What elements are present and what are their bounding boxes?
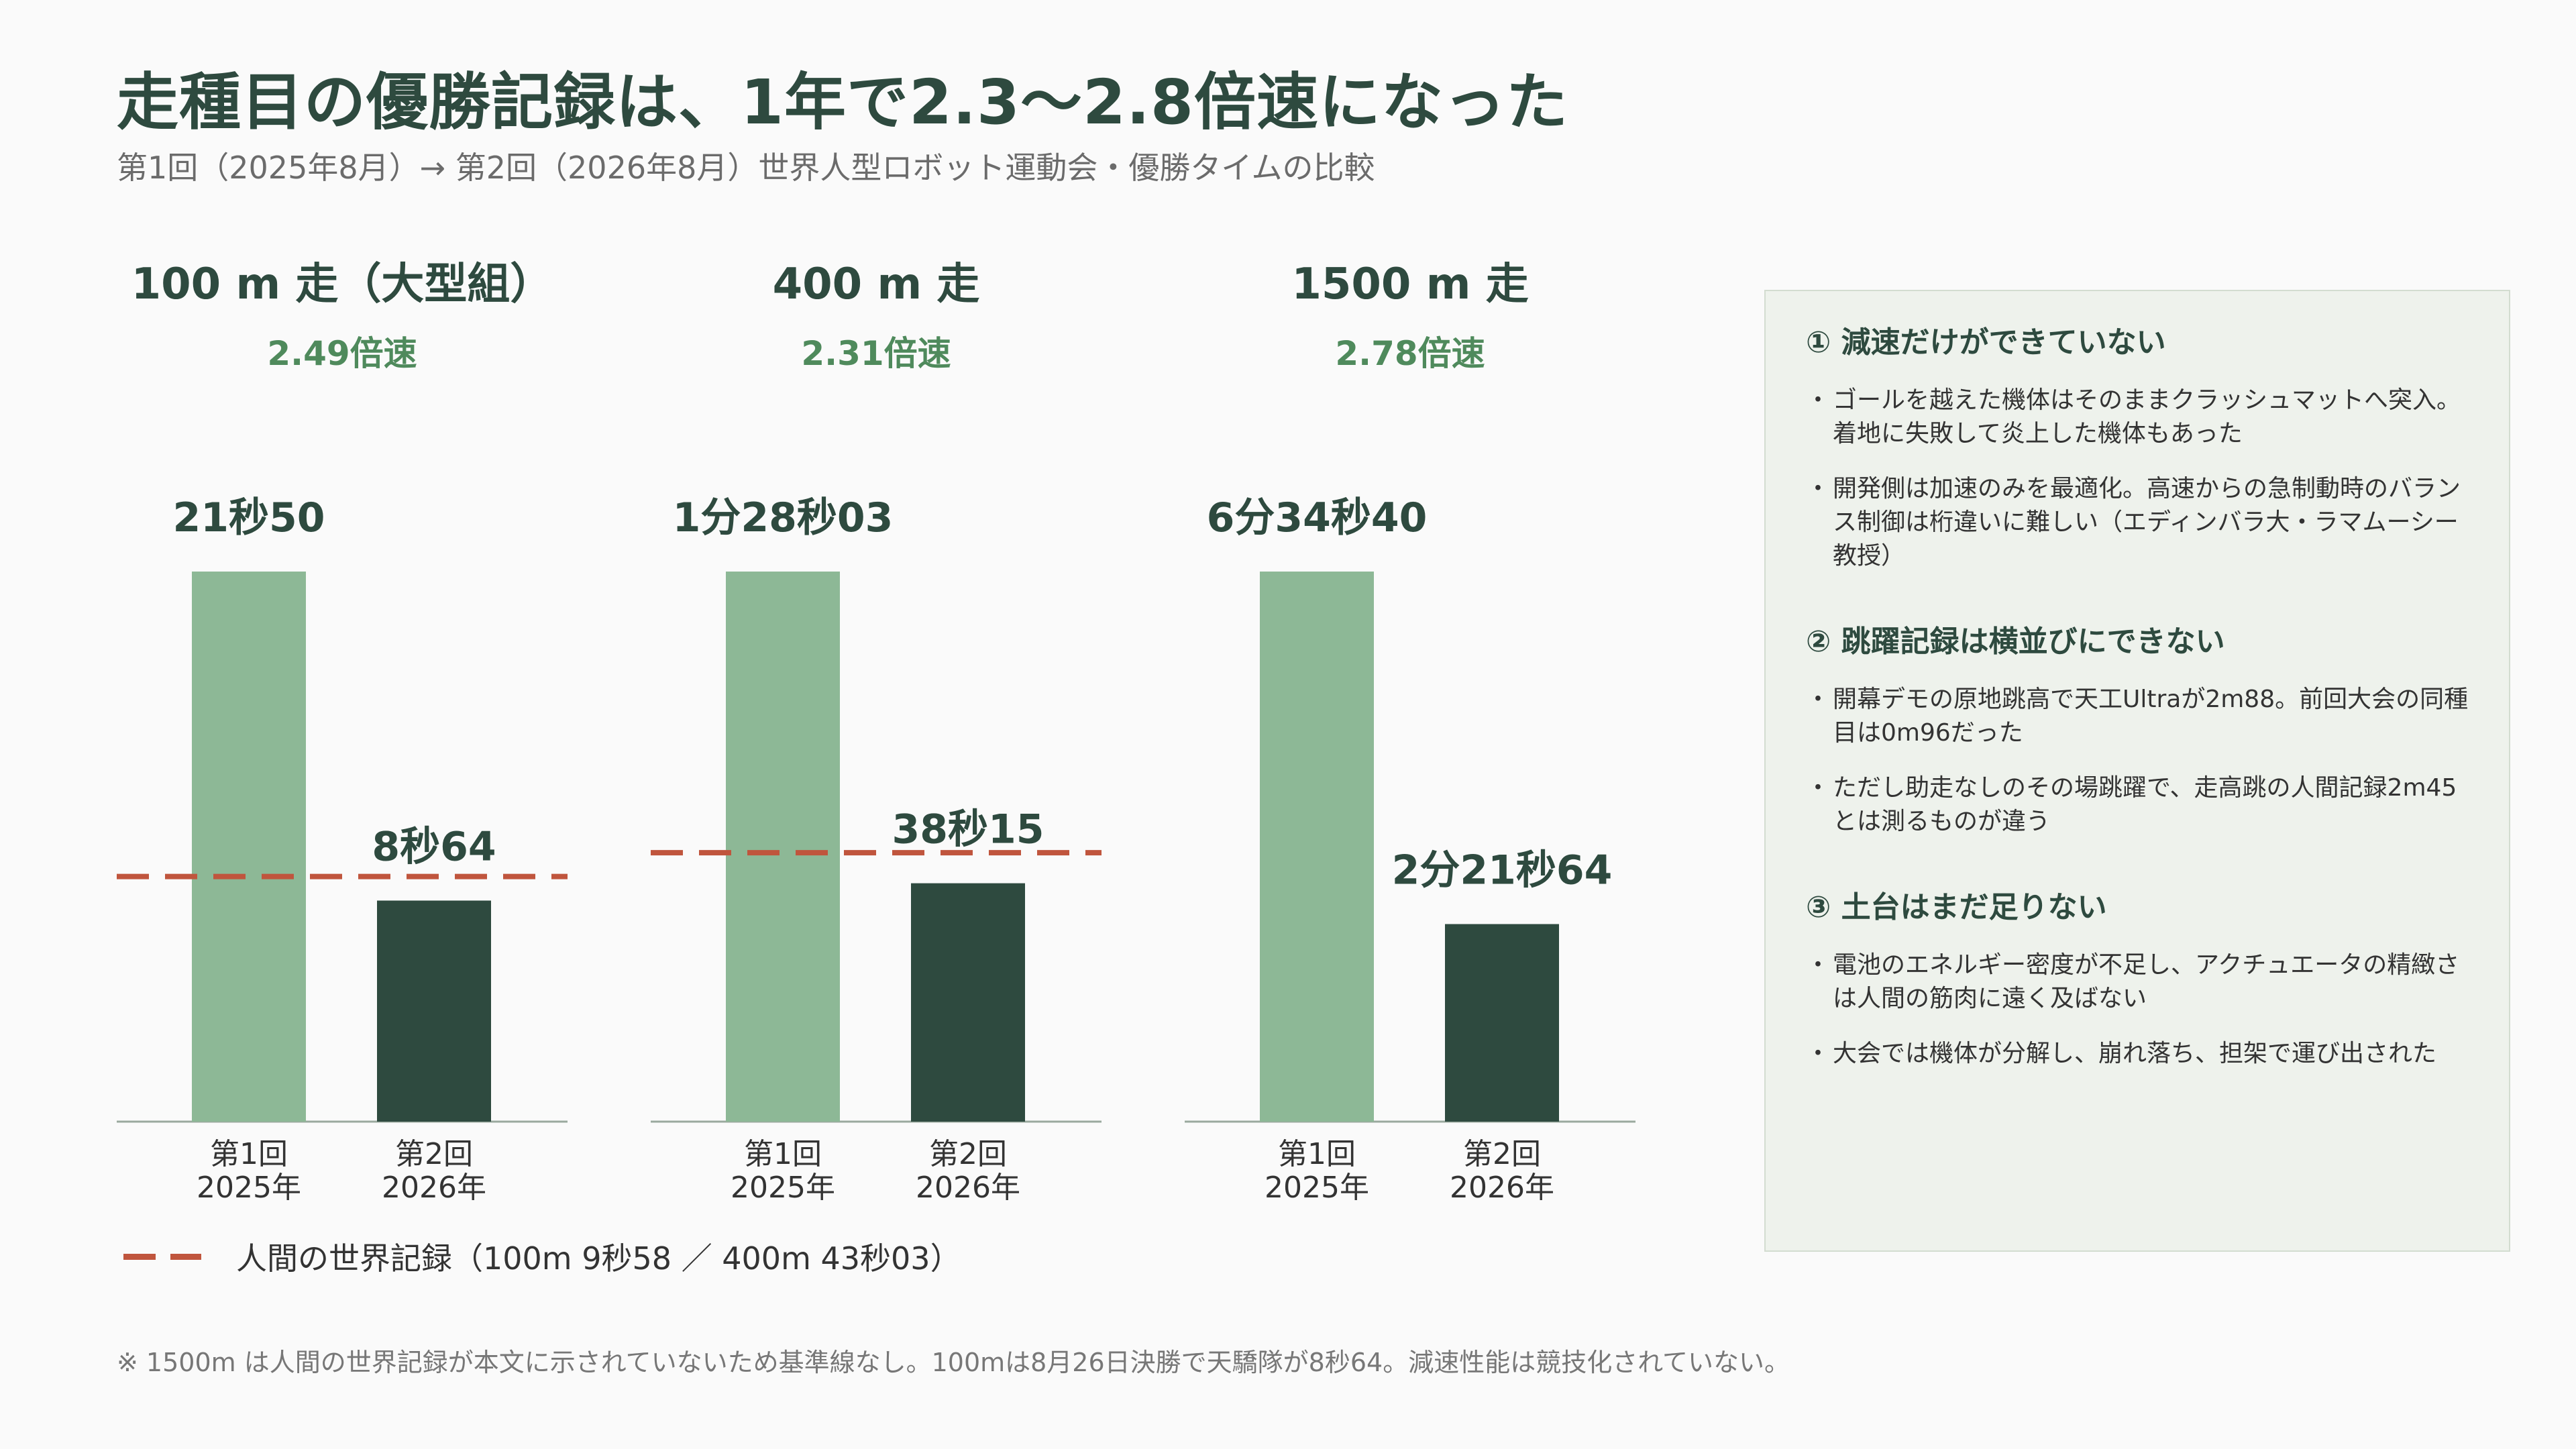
x-tick-label: 2025年 [197,1171,301,1205]
chart-title: 400 m 走 [773,260,980,309]
bar [1445,924,1559,1122]
x-tick-label: 第2回 [1463,1137,1541,1171]
section-heading: ③ 土台はまだ足りない [1806,890,2107,924]
bullet-item: 開発側は加速のみを最適化。高速からの急制動時のバランス制御は桁違いに難しい（エデ… [1806,472,2474,573]
bullet-item: 大会では機体が分解し、崩れ落ち、担架で運び出された [1806,1037,2474,1071]
bar [1260,572,1374,1122]
x-tick-label: 第2回 [929,1137,1007,1171]
chart-subtitle: 2.78倍速 [1335,334,1485,373]
bullet-item: ゴールを越えた機体はそのままクラッシュマットへ突入。着地に失敗して炎上した機体も… [1806,384,2474,451]
insight-panel: ① 減速だけができていない ゴールを越えた機体はそのままクラッシュマットへ突入。… [1764,290,2510,1252]
data-label: 38秒15 [892,806,1044,853]
bullet-item: 開幕デモの原地跳高で天工Ultraが2m88。前回大会の同種目は0m96だった [1806,683,2474,750]
legend: 人間の世界記録（100m 9秒58 ／ 400m 43秒03） [123,1234,961,1279]
chart-title: 100 m 走（大型組） [131,260,553,309]
data-label: 2分21秒64 [1392,847,1613,894]
x-tick-label: 2026年 [382,1171,486,1205]
section-heading: ① 減速だけができていない [1806,325,2166,360]
chart-title: 1500 m 走 [1291,260,1528,309]
x-tick-label: 第1回 [1278,1137,1356,1171]
chart-subtitle: 2.49倍速 [267,334,417,373]
bar [726,572,840,1122]
bullet-item: 電池のエネルギー密度が不足し、アクチュエータの精緻さは人間の筋肉に遠く及ばない [1806,949,2474,1016]
page-title: 走種目の優勝記録は、1年で2.3〜2.8倍速になった [117,66,1568,138]
legend-label: 人間の世界記録（100m 9秒58 ／ 400m 43秒03） [236,1240,961,1277]
page-subtitle: 第1回（2025年8月）→ 第2回（2026年8月）世界人型ロボット運動会・優勝… [117,150,1375,186]
x-tick-label: 2026年 [916,1171,1020,1205]
panel-section: ② 跳躍記録は横並びにできない 開幕デモの原地跳高で天工Ultraが2m88。前… [1806,617,2474,839]
panel-section: ③ 土台はまだ足りない 電池のエネルギー密度が不足し、アクチュエータの精緻さは人… [1806,883,2474,1071]
panel-section: ① 減速だけができていない ゴールを越えた機体はそのままクラッシュマットへ突入。… [1806,318,2474,573]
bullet-item: ただし助走なしのその場跳躍で、走高跳の人間記録2m45とは測るものが違う [1806,771,2474,839]
data-label: 1分28秒03 [673,494,894,541]
section-heading: ② 跳躍記録は横並びにできない [1806,625,2225,659]
bar [377,900,491,1122]
data-label: 6分34秒40 [1207,494,1428,541]
x-tick-label: 第1回 [210,1137,288,1171]
x-tick-label: 2026年 [1450,1171,1554,1205]
x-tick-label: 2025年 [731,1171,835,1205]
data-label: 21秒50 [173,494,325,541]
bar [911,883,1025,1122]
bar [192,572,306,1122]
data-label: 8秒64 [372,823,496,870]
x-tick-label: 第2回 [395,1137,473,1171]
chart-subtitle: 2.31倍速 [801,334,951,373]
legend-dash-swatch [123,1253,201,1260]
footnote: ※ 1500m は人間の世界記録が本文に示されていないため基準線なし。100mは… [117,1348,1790,1377]
x-tick-label: 2025年 [1265,1171,1369,1205]
x-tick-label: 第1回 [744,1137,822,1171]
